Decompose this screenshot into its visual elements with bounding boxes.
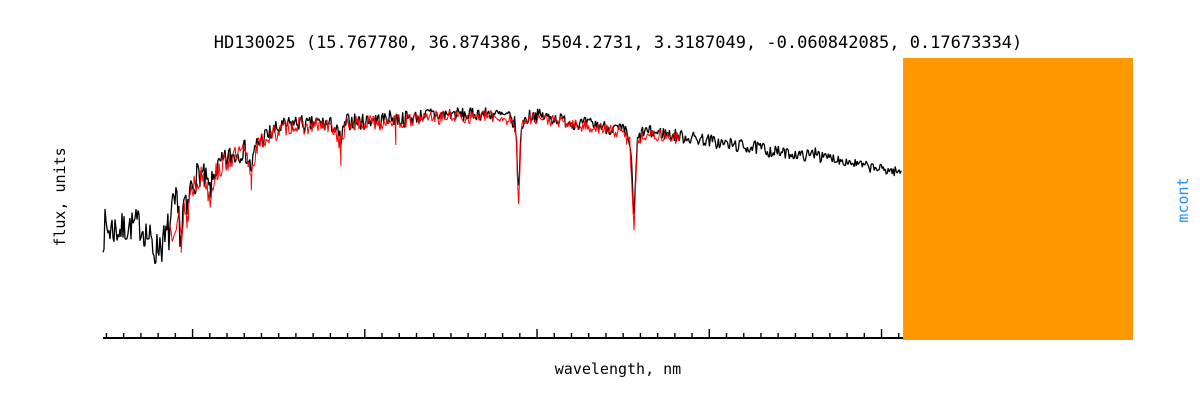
- observed_spectrum-trace: [102, 107, 902, 265]
- plot-title: HD130025 (15.767780, 36.874386, 5504.273…: [213, 33, 1023, 53]
- orange-band: [903, 58, 1133, 340]
- y-axis-right-label: mcont: [1174, 177, 1192, 223]
- y-axis-left-label: flux, units: [51, 147, 69, 247]
- fitted_spectrum-trace: [169, 109, 681, 253]
- x-axis-label: wavelength, nm: [554, 360, 682, 378]
